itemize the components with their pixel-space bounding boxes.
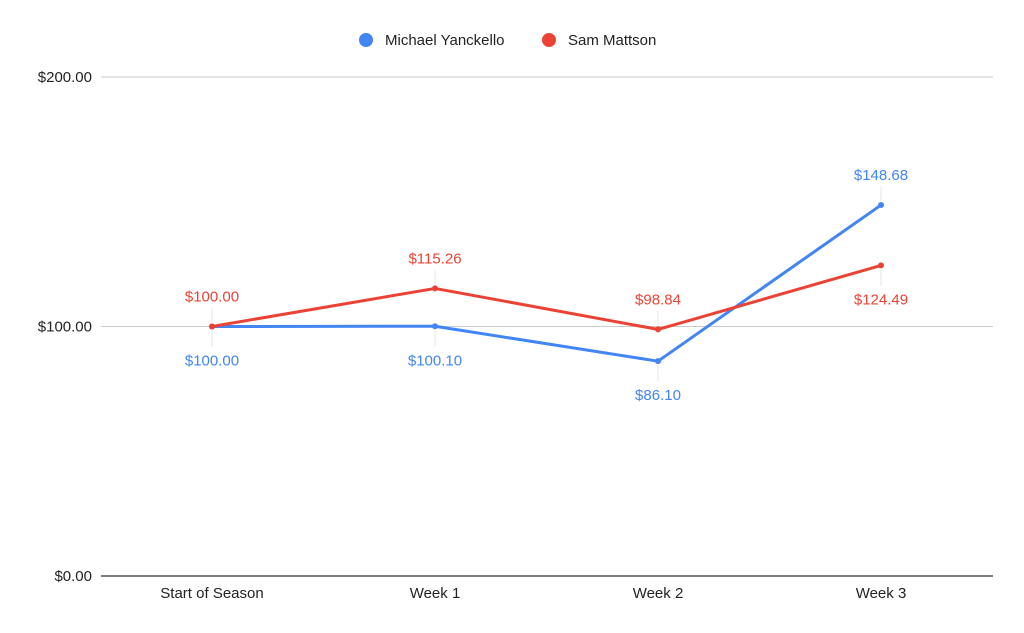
data-point — [655, 326, 661, 333]
data-point — [432, 285, 438, 292]
x-tick-label: Start of Season — [160, 585, 263, 602]
axes: $0.00 $100.00 $200.00 Start of Season Week 1… — [38, 69, 993, 602]
x-tick-label: Week 3 — [856, 585, 907, 602]
data-label: $100.10 — [408, 352, 462, 369]
data-label: $148.68 — [854, 167, 908, 184]
data-point — [655, 358, 661, 365]
data-label: $100.00 — [185, 353, 239, 370]
series-line-michael-yanckello — [210, 203, 883, 363]
y-tick-label: $200.00 — [38, 69, 92, 86]
legend-label: Michael Yanckello — [385, 32, 505, 49]
legend-label: Sam Mattson — [568, 32, 656, 49]
legend-swatch — [542, 33, 556, 47]
data-point — [209, 323, 215, 330]
legend: Michael Yanckello Sam Mattson — [359, 32, 656, 49]
data-point — [878, 262, 884, 269]
series-lines — [209, 202, 884, 365]
data-label: $124.49 — [854, 291, 908, 308]
x-tick-label: Week 1 — [410, 585, 461, 602]
data-point — [432, 323, 438, 330]
legend-swatch — [359, 33, 373, 47]
data-label: $86.10 — [635, 387, 681, 404]
data-point — [878, 202, 884, 209]
data-label: $100.00 — [185, 289, 239, 306]
y-tick-label: $100.00 — [38, 319, 92, 336]
y-tick-label: $0.00 — [54, 568, 92, 585]
x-tick-label: Week 2 — [633, 585, 684, 602]
data-label: $98.84 — [635, 291, 681, 308]
data-labels: $100.00 $100.10 $86.10 $148.68 $100.00 $115.2… — [185, 167, 908, 404]
series-line-sam-mattson — [210, 263, 883, 331]
data-label: $115.26 — [408, 250, 461, 267]
